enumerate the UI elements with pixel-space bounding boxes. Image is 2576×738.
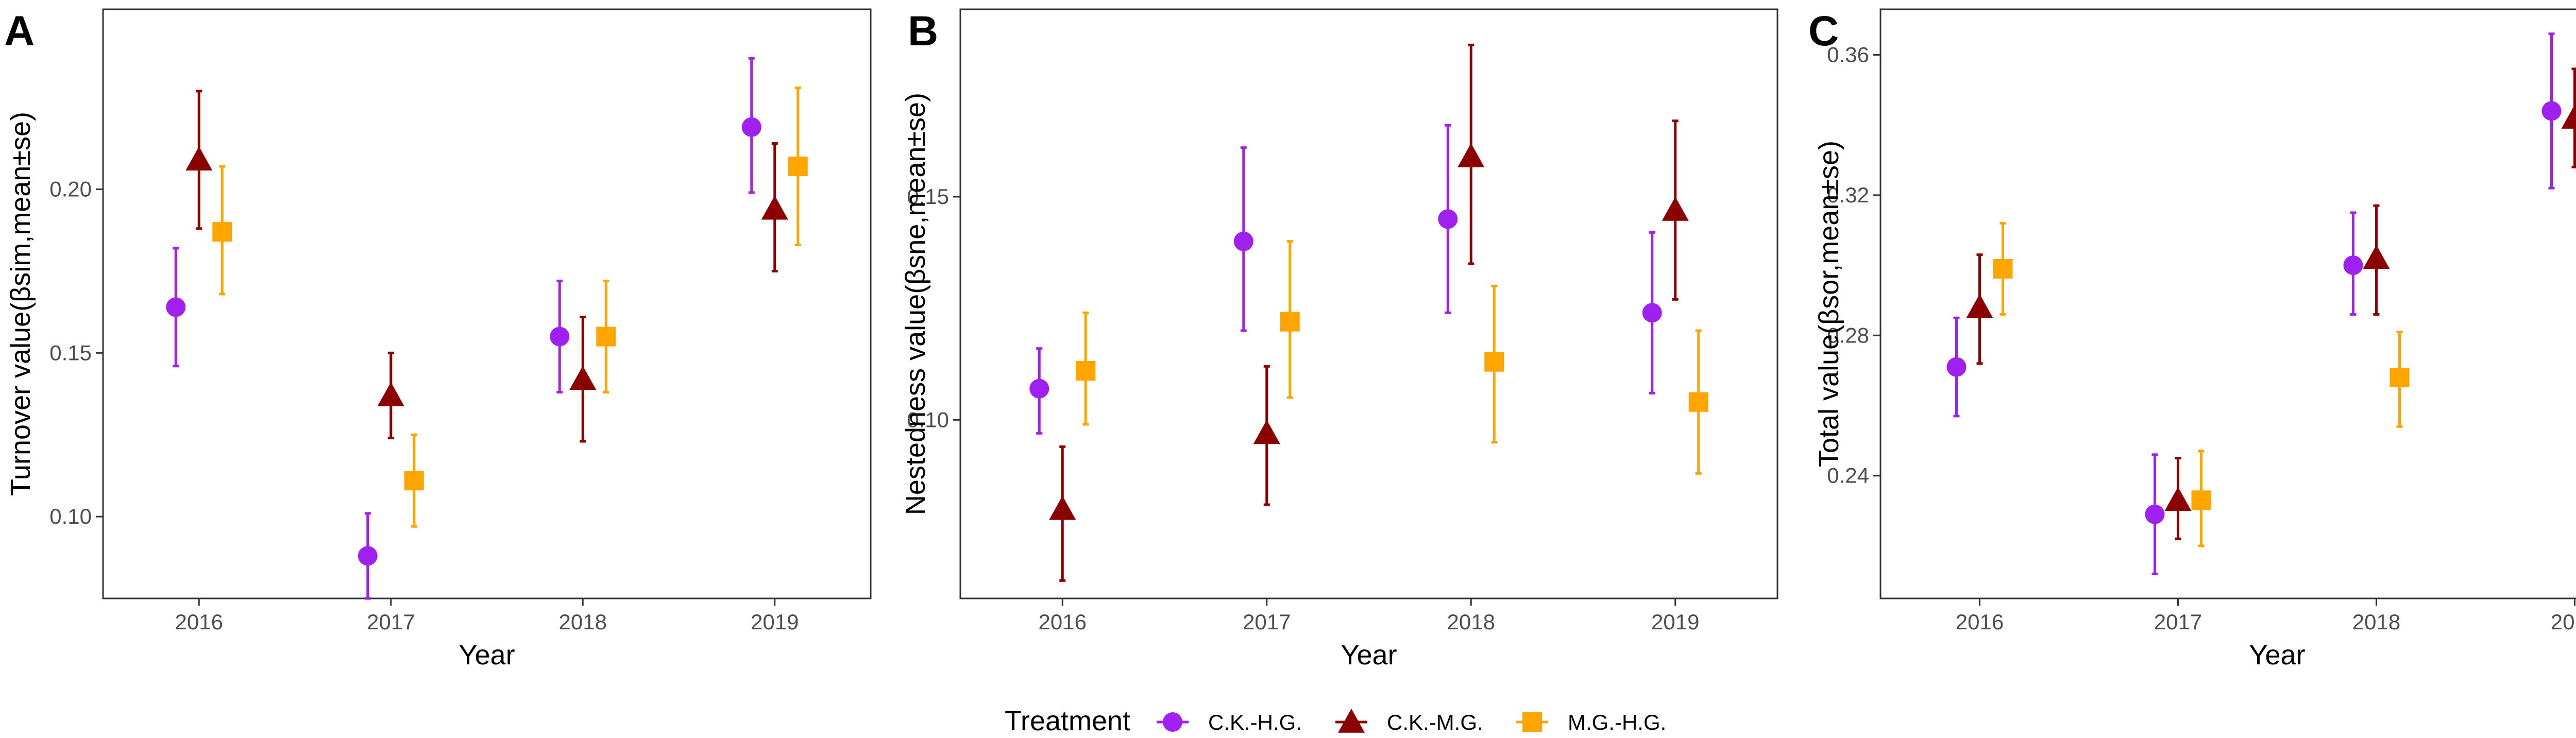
data-point (761, 195, 788, 220)
y-tick-label: 0.24 (1827, 464, 1869, 488)
y-tick-label: 0.28 (1827, 323, 1869, 347)
x-tick-label: 2016 (175, 610, 223, 634)
data-point (1642, 303, 1662, 323)
data-point (1029, 379, 1049, 399)
data-point (1946, 357, 1967, 377)
data-point (1458, 143, 1485, 167)
legend-item: C.K.-M.G. (1335, 709, 1483, 734)
x-tick-label: 2017 (367, 610, 415, 634)
series-mg-hg (212, 87, 808, 528)
x-tick-label: 2018 (2352, 610, 2400, 634)
x-axis-title: Year (459, 640, 515, 671)
x-tick-label: 2017 (1243, 610, 1291, 634)
data-point (1253, 420, 1280, 444)
plot-frame (102, 8, 872, 599)
plot-frame (1879, 8, 2576, 599)
x-tick-label: 2017 (2154, 610, 2202, 634)
panels: A 0.10 0.15 0.20 2016 2017 2018 2019 Year Turnove… (4, 8, 2576, 671)
data-point (2561, 105, 2576, 129)
chart-panel-c: C 0.24 0.28 0.32 0.36 2016 2017 2018 2019 Year Tot… (1808, 8, 2576, 671)
data-point (358, 546, 378, 566)
data-point (1662, 197, 1689, 221)
legend-key-marker (1163, 712, 1182, 732)
legend-item: M.G.-H.G. (1516, 710, 1666, 734)
y-tick-label: 0.15 (49, 340, 92, 365)
x-tick-label: 2019 (1651, 610, 1699, 634)
legend-key-marker (1338, 709, 1365, 733)
x-axis-title: Year (1341, 640, 1397, 671)
plot-frame (959, 8, 1778, 599)
series-ck-hg (166, 57, 761, 600)
y-axis-title: Nestedness value(βsne,mean±se) (900, 93, 931, 515)
panel-letter: C (1808, 8, 1839, 55)
data-point (2389, 368, 2410, 387)
y-tick-label: 0.15 (907, 184, 949, 209)
data-point (550, 327, 570, 347)
series-ck-hg (1946, 32, 2562, 575)
series-ck-mg (1049, 43, 1689, 582)
legend: Treatment C.K.-H.G. C.K.-M.G. M.G.-H.G. (1005, 706, 1666, 736)
chart-panel-b: B 0.10 0.15 2016 2017 2018 2019 Year Nestedness … (900, 8, 1778, 671)
panel-letter: B (908, 8, 938, 55)
data-point (569, 366, 597, 390)
data-point (1049, 495, 1076, 520)
x-axis-title: Year (2249, 640, 2305, 671)
data-point (2191, 490, 2211, 510)
data-point (788, 157, 808, 177)
legend-label: C.K.-H.G. (1208, 710, 1302, 734)
legend-title: Treatment (1005, 706, 1130, 736)
data-point (166, 297, 186, 317)
data-point (1076, 361, 1096, 381)
data-point (185, 146, 213, 171)
y-axis-title: Turnover value(βsim,mean±se) (5, 112, 36, 496)
x-tick-label: 2019 (2551, 610, 2576, 634)
data-point (212, 222, 232, 242)
legend-label: C.K.-M.G. (1387, 710, 1483, 734)
data-point (377, 382, 404, 406)
legend-item: C.K.-H.G. (1157, 710, 1302, 734)
data-point (2145, 504, 2165, 524)
series-ck-mg (1966, 67, 2576, 540)
data-point (1280, 312, 1300, 332)
y-tick-label: 0.20 (49, 177, 92, 201)
y-axis-title: Total value(βsor,mean±se) (1814, 141, 1844, 467)
data-point (404, 471, 424, 491)
y-tick-label: 0.36 (1827, 43, 1869, 67)
panel-letter: A (4, 8, 35, 55)
data-point (1438, 209, 1458, 229)
data-point (1966, 294, 1993, 318)
data-point (741, 117, 761, 137)
data-point (2343, 255, 2363, 276)
data-point (1688, 392, 1708, 412)
data-point (1484, 352, 1504, 372)
data-point (1233, 231, 1253, 251)
series-ck-mg (185, 90, 788, 443)
chart-panel-a: A 0.10 0.15 0.20 2016 2017 2018 2019 Year Turnove… (4, 8, 872, 671)
x-tick-label: 2018 (559, 610, 607, 634)
legend-key-marker (1522, 712, 1542, 732)
x-tick-label: 2016 (1956, 610, 2004, 634)
y-tick-label: 0.10 (907, 407, 949, 432)
y-tick-label: 0.32 (1827, 183, 1869, 207)
data-point (2363, 245, 2390, 269)
x-tick-label: 2019 (751, 610, 799, 634)
legend-items: C.K.-H.G. C.K.-M.G. M.G.-H.G. (1157, 709, 1666, 734)
x-tick-label: 2018 (1447, 610, 1495, 634)
data-point (596, 327, 616, 347)
series-mg-hg (1076, 240, 1708, 475)
data-point (2164, 487, 2192, 511)
y-tick-label: 0.10 (49, 504, 92, 528)
series-ck-hg (1029, 124, 1662, 435)
data-point (2541, 101, 2562, 121)
x-tick-label: 2016 (1039, 610, 1087, 634)
legend-label: M.G.-H.G. (1568, 710, 1666, 734)
data-point (1993, 259, 2013, 279)
series-mg-hg (1993, 221, 2410, 547)
